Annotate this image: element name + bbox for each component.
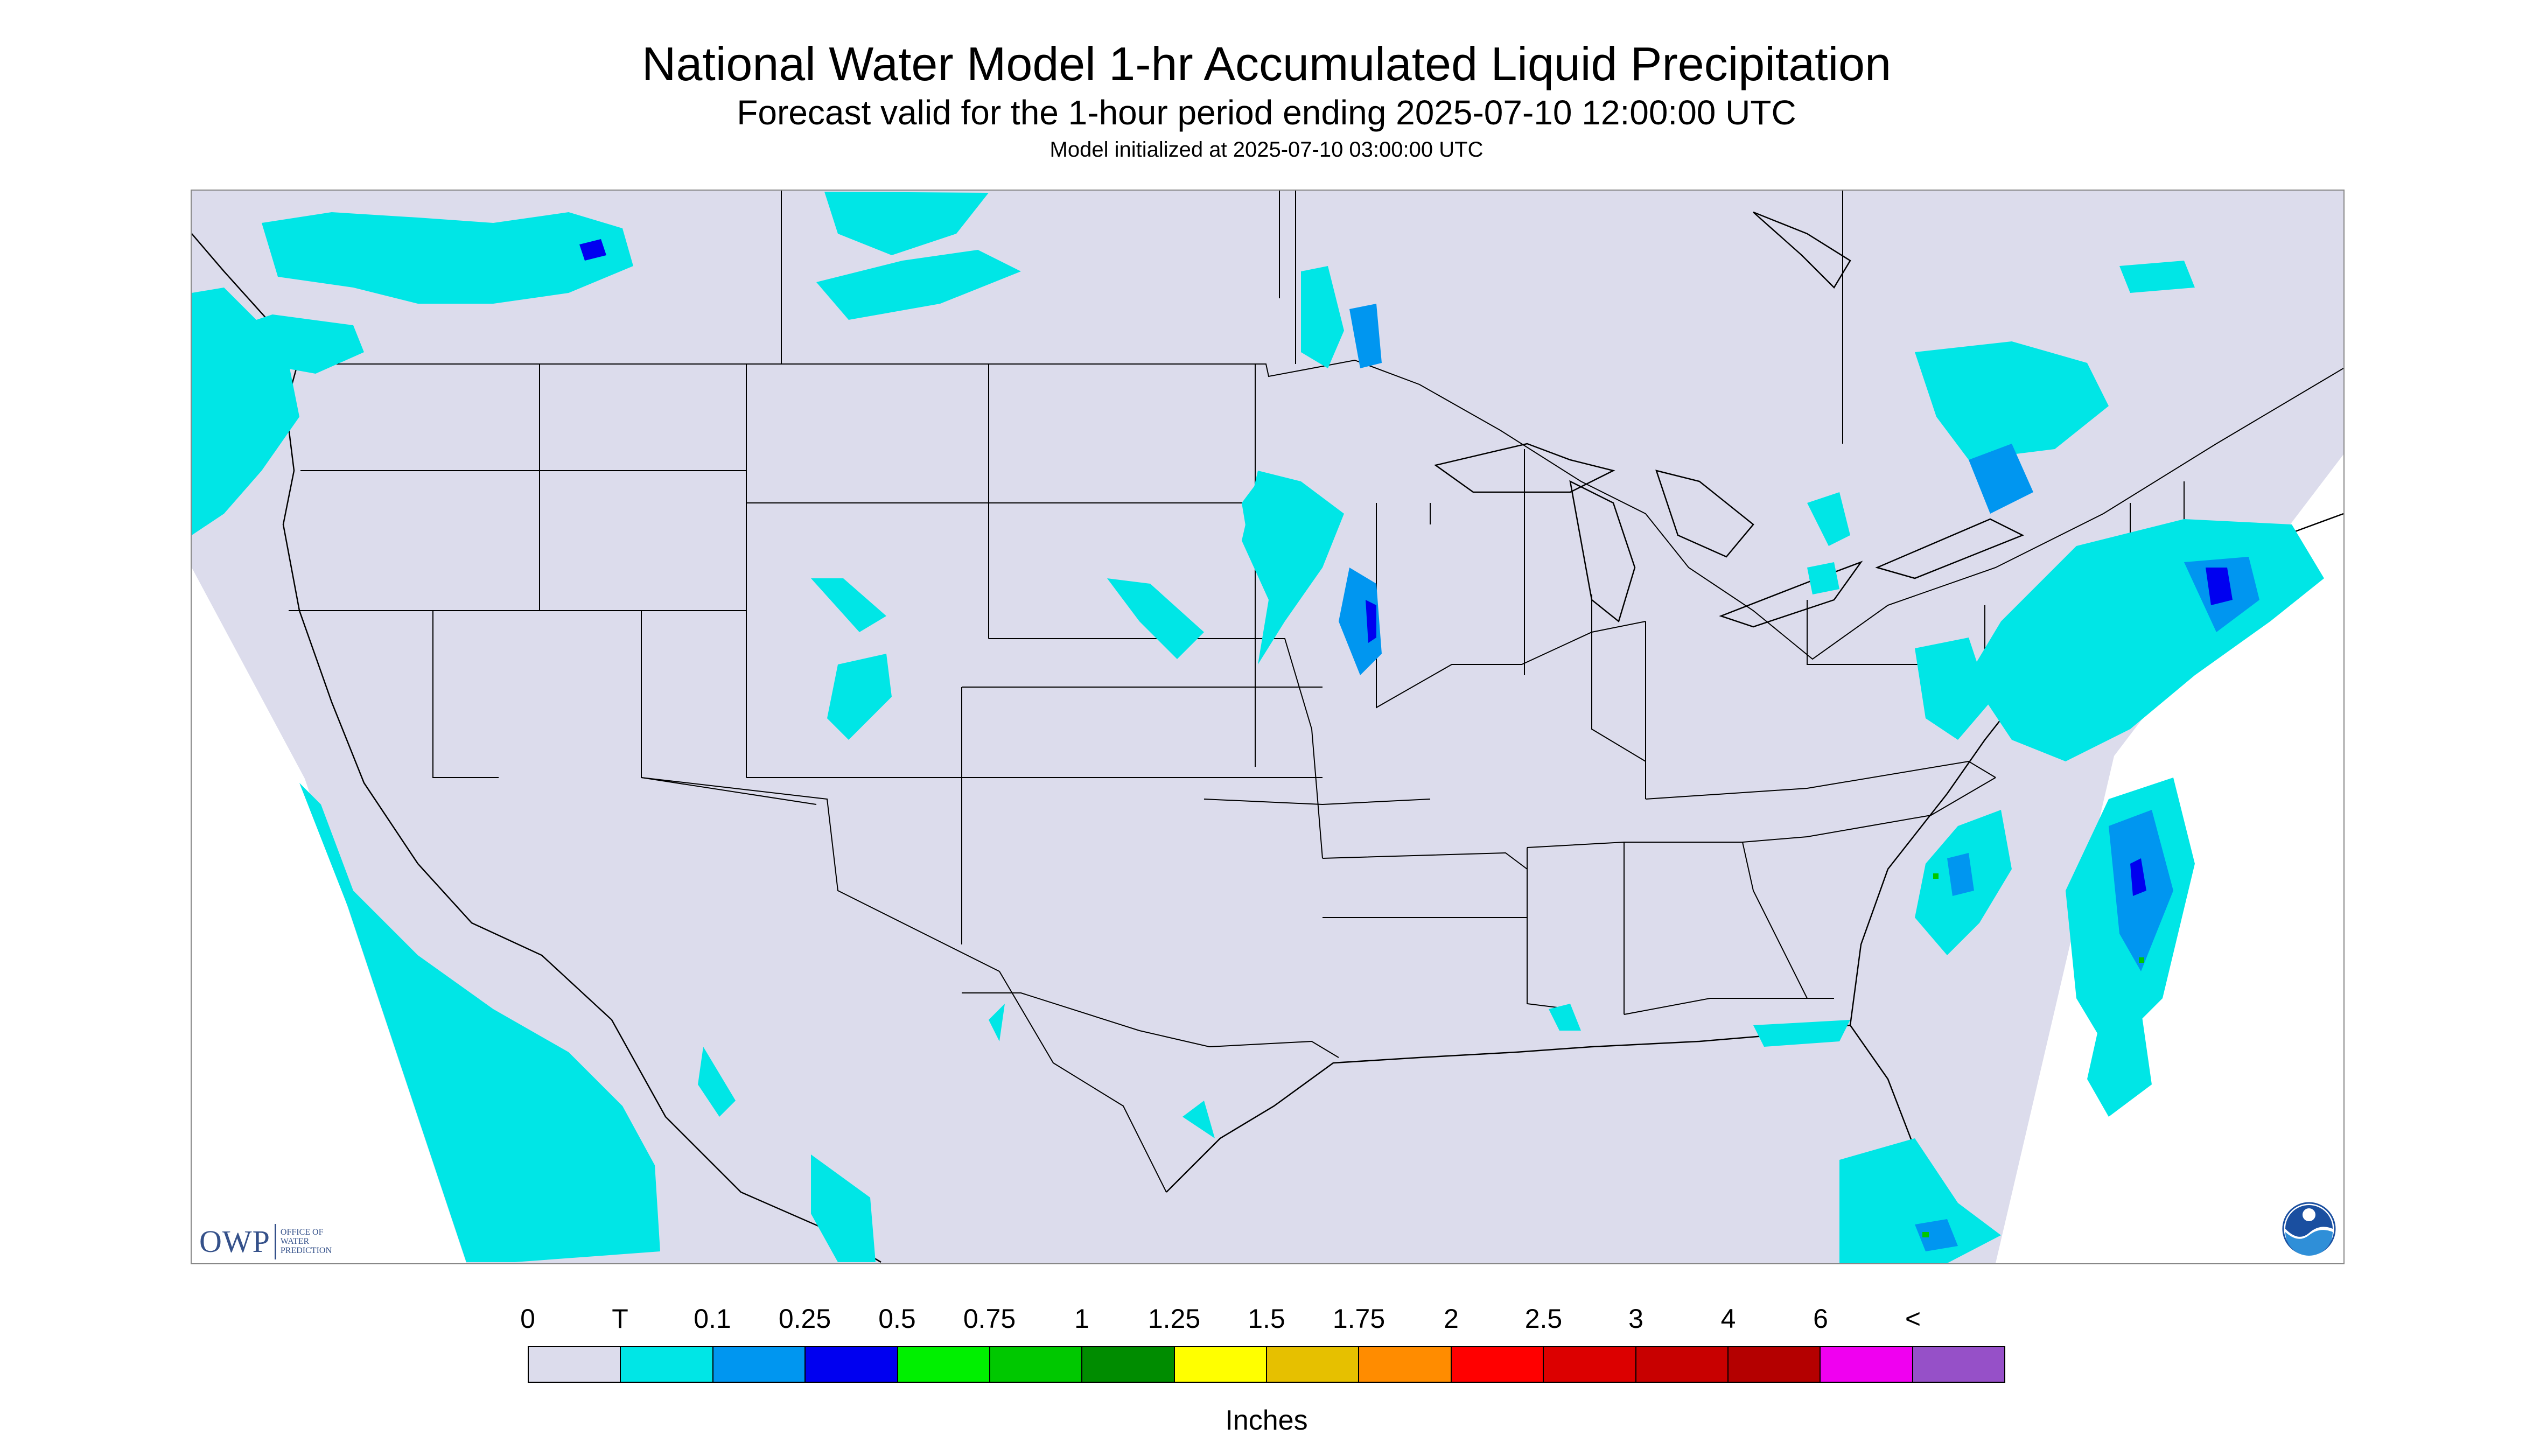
legend-swatch bbox=[1636, 1347, 1729, 1382]
owp-logo-mark: OWP bbox=[199, 1224, 270, 1259]
page-subtitle: Forecast valid for the 1-hour period end… bbox=[737, 93, 1796, 132]
precip-heavy-cells bbox=[1922, 873, 2144, 1237]
owp-logo-separator bbox=[274, 1223, 276, 1259]
legend-tick-label: 3 bbox=[1628, 1304, 1643, 1334]
map-outside-domain-left bbox=[192, 568, 466, 1263]
legend-swatch bbox=[1544, 1347, 1636, 1382]
legend-tick-label: < bbox=[1905, 1304, 1921, 1334]
legend-swatch bbox=[529, 1347, 621, 1382]
legend-tick-label: 0.1 bbox=[694, 1304, 731, 1334]
legend-tick-label: 1.75 bbox=[1332, 1304, 1386, 1334]
legend-swatch bbox=[806, 1347, 898, 1382]
precipitation-legend bbox=[528, 1346, 2005, 1383]
legend-tick-label: 2 bbox=[1444, 1304, 1459, 1334]
legend-tick-label: 1.25 bbox=[1147, 1304, 1201, 1334]
legend-tick-label: 4 bbox=[1720, 1304, 1736, 1334]
legend-swatch bbox=[1267, 1347, 1360, 1382]
legend-swatch bbox=[713, 1347, 806, 1382]
legend-tick-label: 0.25 bbox=[778, 1304, 831, 1334]
precipitation-map bbox=[191, 190, 2345, 1264]
legend-tick-label: 0.5 bbox=[878, 1304, 916, 1334]
precip-moderate-areas bbox=[579, 239, 2233, 896]
legend-swatch bbox=[621, 1347, 713, 1382]
legend-tick-labels: 0 T 0.1 0.25 0.5 0.75 1 1.25 1.5 1.75 2 2.5 3 4 6 < bbox=[0, 1303, 2533, 1335]
model-init-time: Model initialized at 2025-07-10 03:00:00… bbox=[1049, 138, 1484, 162]
legend-swatch bbox=[898, 1347, 990, 1382]
legend-swatch bbox=[1821, 1347, 1913, 1382]
precip-trace-areas bbox=[192, 192, 2324, 1263]
legend-tick-label: 0 bbox=[520, 1304, 535, 1334]
page-title: National Water Model 1-hr Accumulated Li… bbox=[641, 37, 1892, 90]
legend-swatch bbox=[1728, 1347, 1821, 1382]
legend-tick-label: 1 bbox=[1074, 1304, 1089, 1334]
legend-swatch bbox=[1174, 1347, 1267, 1382]
legend-swatch bbox=[1913, 1347, 2004, 1382]
legend-swatch bbox=[990, 1347, 1083, 1382]
noaa-logo-icon bbox=[2282, 1202, 2336, 1256]
legend-swatch bbox=[1451, 1347, 1544, 1382]
legend-tick-label: T bbox=[612, 1304, 628, 1334]
political-boundaries bbox=[192, 191, 2343, 1193]
owp-logo-text: Office of Water Prediction bbox=[280, 1228, 332, 1255]
legend-swatch bbox=[1359, 1347, 1452, 1382]
legend-tick-label: 2.5 bbox=[1524, 1304, 1563, 1334]
owp-logo: OWP Office of Water Prediction bbox=[199, 1223, 332, 1259]
legend-units: Inches bbox=[1225, 1405, 1308, 1436]
legend-tick-label: 6 bbox=[1813, 1304, 1828, 1334]
legend-tick-label: 1.5 bbox=[1248, 1304, 1285, 1334]
legend-tick-label: 0.75 bbox=[963, 1304, 1016, 1334]
legend-swatch bbox=[1082, 1347, 1175, 1382]
